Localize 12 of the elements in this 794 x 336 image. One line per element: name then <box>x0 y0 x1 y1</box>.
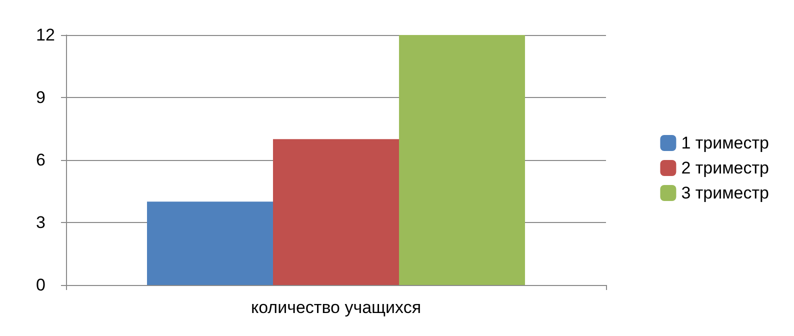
y-tick-label: 6 <box>36 150 46 170</box>
legend-label: 1 триместр <box>681 134 770 152</box>
bar <box>399 35 525 285</box>
legend-label: 3 триместр <box>681 184 770 202</box>
x-tick-label: количество учащихся <box>250 298 422 317</box>
y-tick-label: 12 <box>36 26 55 44</box>
y-tick-label: 3 <box>36 213 46 232</box>
bar <box>273 139 399 285</box>
legend-label: 2 триместр <box>681 158 770 178</box>
bar <box>147 202 273 285</box>
y-tick-label: 9 <box>36 88 46 107</box>
y-tick-label: 0 <box>36 276 46 294</box>
